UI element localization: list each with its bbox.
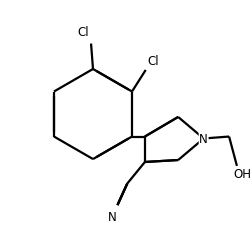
Text: OH: OH — [234, 167, 252, 180]
Text: N: N — [108, 210, 117, 223]
Text: Cl: Cl — [148, 55, 159, 67]
Text: N: N — [199, 132, 208, 145]
Text: Cl: Cl — [77, 26, 89, 39]
